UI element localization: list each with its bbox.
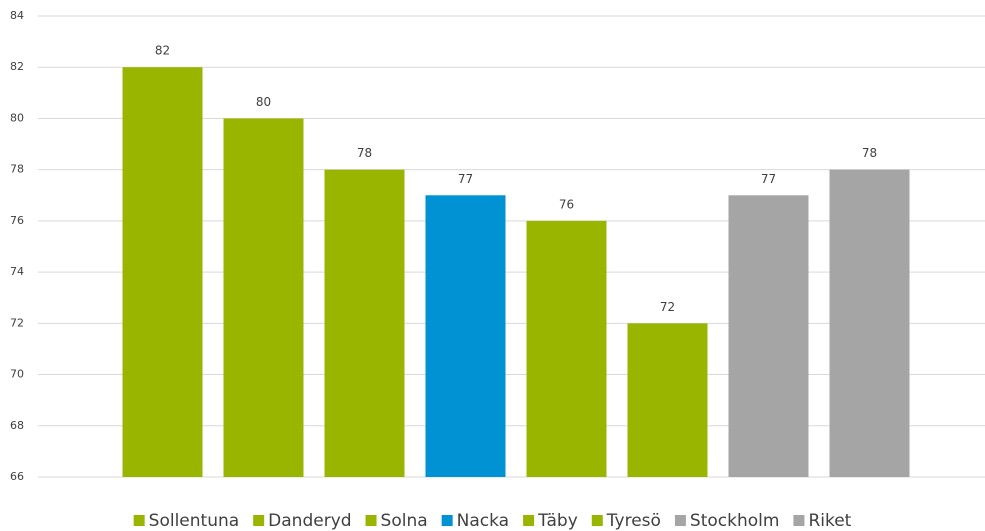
y-tick-label: 84 (10, 9, 24, 22)
bar (627, 323, 708, 477)
legend-label: Täby (537, 511, 578, 531)
legend-label: Nacka (457, 511, 509, 531)
bar (728, 195, 809, 477)
legend-swatch (793, 515, 805, 526)
bar (223, 118, 304, 477)
value-label: 77 (458, 172, 473, 186)
y-tick-label: 82 (10, 60, 24, 73)
bar (526, 220, 607, 477)
y-tick-label: 72 (10, 316, 24, 329)
y-tick-label: 68 (10, 419, 24, 432)
legend-swatch (674, 515, 686, 526)
bar (829, 169, 910, 477)
value-label: 72 (660, 300, 675, 314)
bar (324, 169, 405, 477)
y-tick-label: 74 (10, 265, 24, 278)
legend-label: Stockholm (690, 511, 780, 531)
value-label: 77 (761, 172, 776, 186)
value-label: 80 (256, 95, 271, 109)
legend-swatch (365, 515, 377, 526)
y-tick-label: 78 (10, 163, 24, 176)
legend-swatch (253, 515, 265, 526)
value-label: 78 (357, 146, 372, 160)
legend-label: Solna (381, 511, 428, 531)
bar (122, 67, 203, 477)
y-tick-label: 76 (10, 214, 24, 227)
value-label: 78 (862, 146, 877, 160)
legend-swatch (523, 515, 535, 526)
legend-swatch (591, 515, 603, 526)
y-tick-label: 66 (10, 470, 24, 483)
legend-label: Riket (808, 511, 851, 531)
value-label: 82 (155, 44, 170, 58)
legend-label: Tyresö (606, 511, 661, 531)
bar (425, 195, 506, 477)
legend-swatch (133, 515, 145, 526)
value-label: 76 (559, 197, 574, 211)
y-tick-label: 80 (10, 111, 24, 124)
legend-label: Danderyd (268, 511, 351, 531)
legend-swatch (441, 515, 453, 526)
legend-label: Sollentuna (149, 511, 240, 531)
y-tick-label: 70 (10, 368, 24, 381)
